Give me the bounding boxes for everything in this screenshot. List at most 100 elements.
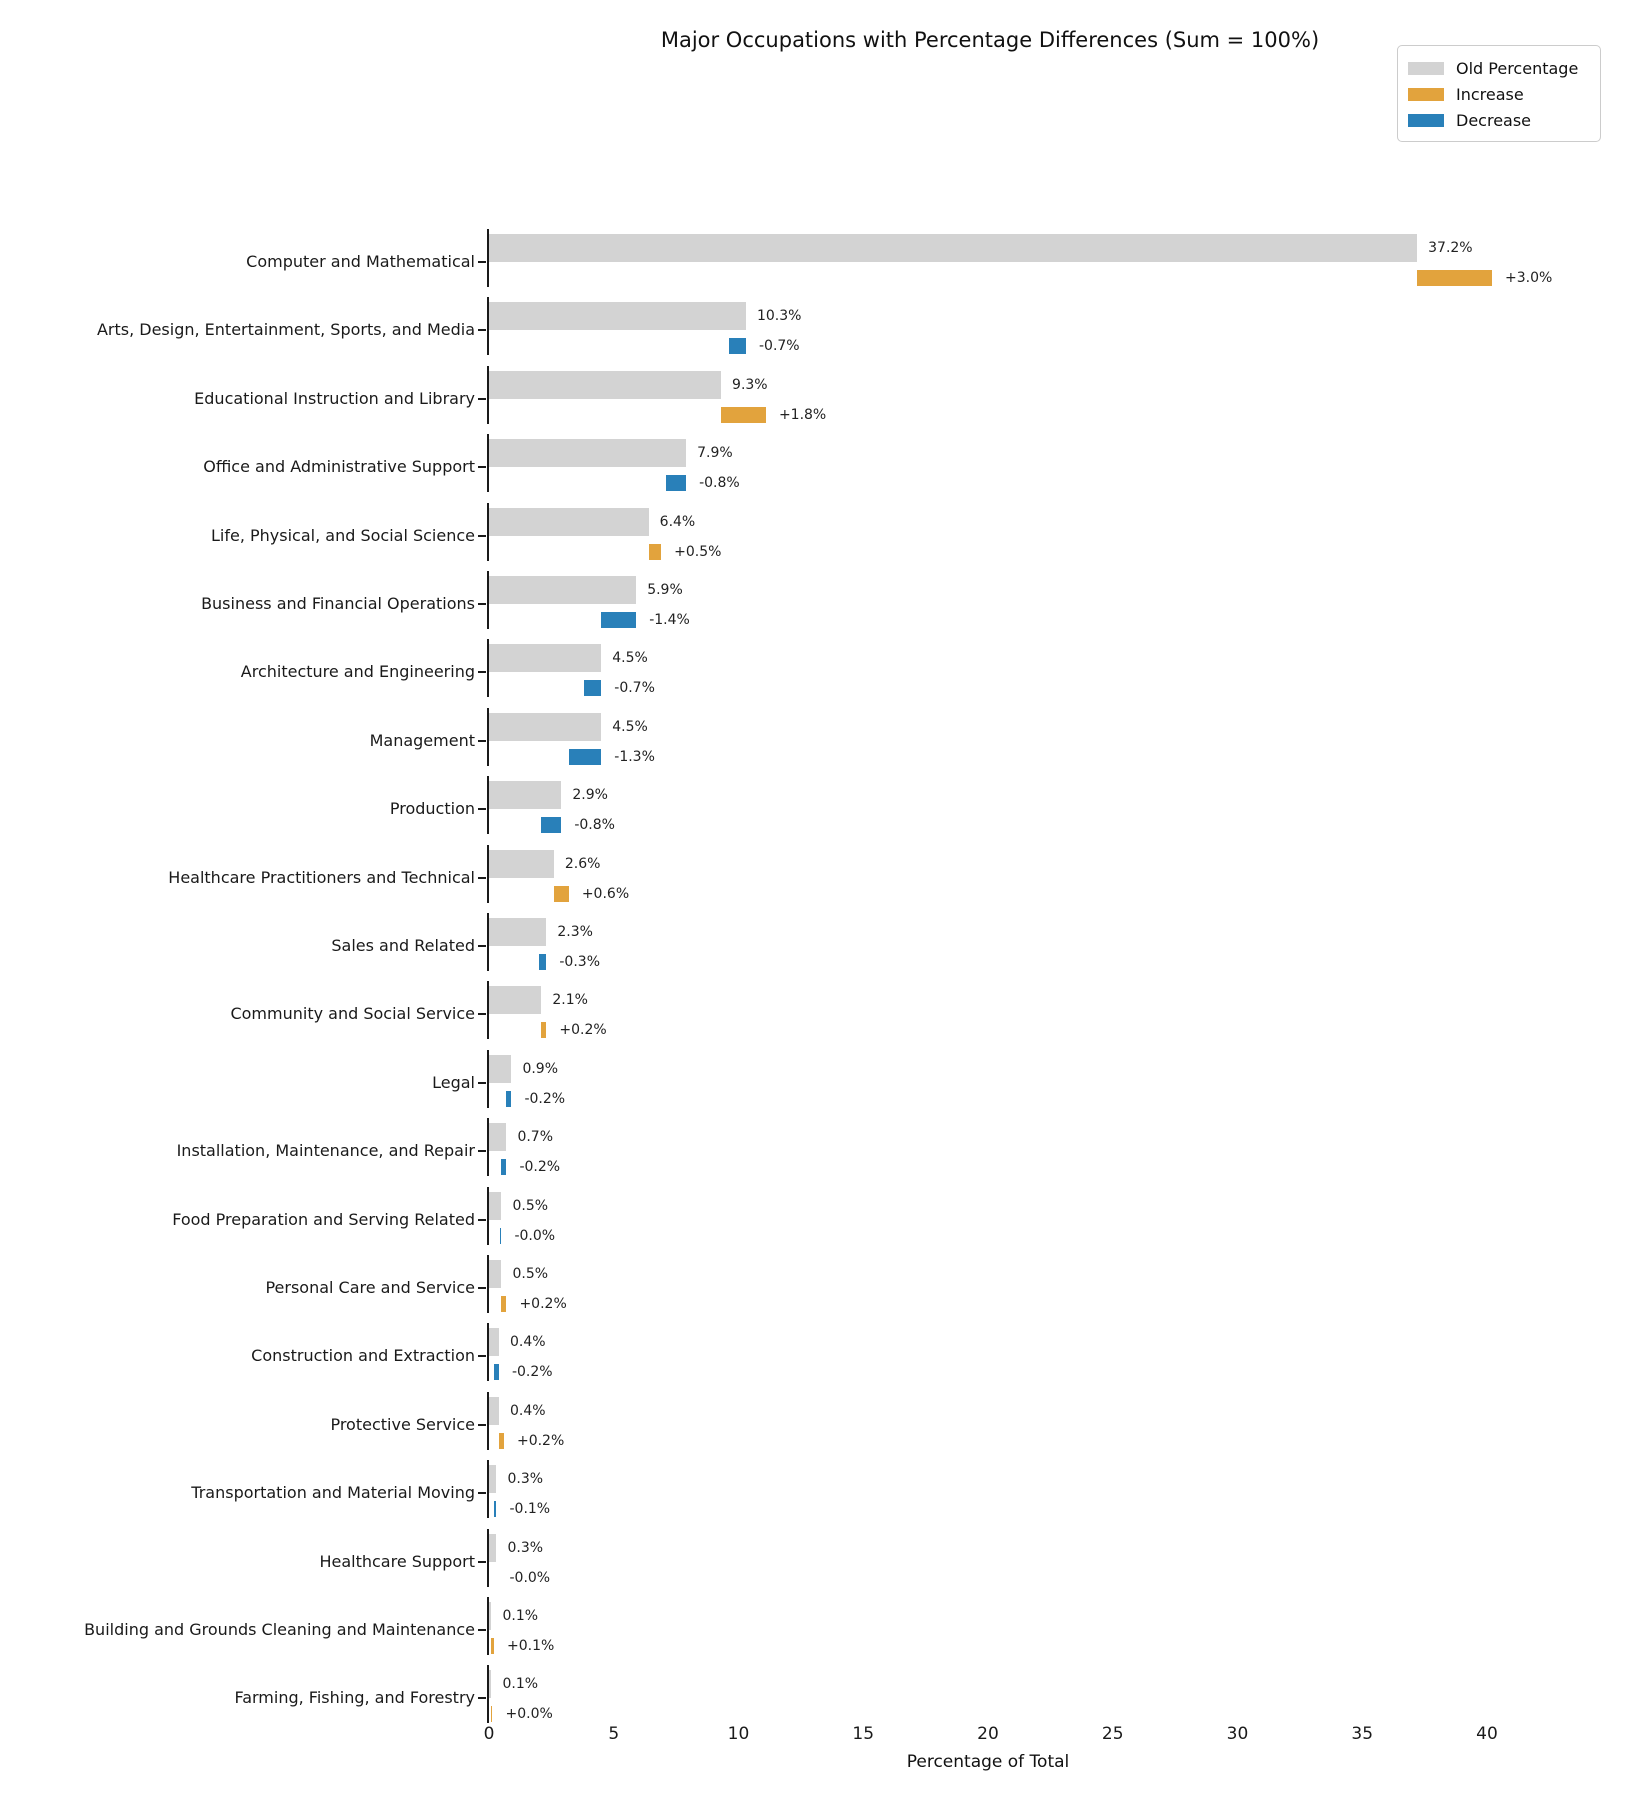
- old-value-label: 10.3%: [756, 308, 802, 325]
- old-percentage-bar: [489, 302, 746, 331]
- old-percentage-bar: [489, 1670, 492, 1699]
- y-tick: [478, 1697, 486, 1700]
- category-axis-line: [487, 1460, 489, 1519]
- old-percentage-bar: [489, 1396, 499, 1425]
- chart-title: Major Occupations with Percentage Differ…: [660, 28, 1320, 52]
- category-label: Life, Physical, and Social Science: [211, 525, 475, 545]
- category-label: Architecture and Engineering: [240, 662, 475, 682]
- legend-swatch: [1408, 87, 1444, 101]
- category-axis-line: [487, 229, 489, 287]
- old-percentage-bar: [489, 234, 1418, 262]
- x-axis-label: Percentage of Total: [906, 1752, 1070, 1772]
- category-axis-line: [487, 1323, 489, 1382]
- old-value-label: 2.6%: [564, 855, 601, 872]
- category-axis-line: [487, 1186, 489, 1245]
- old-value-label: 5.9%: [647, 582, 683, 598]
- delta-value-label: -0.1%: [509, 1501, 551, 1518]
- category-axis-line: [487, 913, 489, 971]
- x-tick-label: 30: [1226, 1724, 1249, 1744]
- delta-value-label: +0.5%: [674, 543, 722, 560]
- old-percentage-bar: [489, 1533, 497, 1562]
- y-tick: [478, 1423, 486, 1426]
- delta-value-label: -0.7%: [614, 680, 655, 697]
- category-axis-line: [487, 707, 489, 766]
- category-axis-line: [487, 571, 489, 629]
- decrease-bar: [666, 475, 687, 492]
- x-tick-label: 5: [608, 1724, 620, 1744]
- legend-label: Old Percentage: [1456, 58, 1579, 78]
- y-tick: [478, 1013, 486, 1016]
- category-axis-line: [487, 1391, 489, 1450]
- old-value-label: 0.5%: [512, 1266, 549, 1282]
- delta-value-label: +0.2%: [559, 1022, 607, 1039]
- category-axis-line: [487, 639, 489, 698]
- legend-swatch: [1408, 61, 1444, 75]
- category-axis-line: [487, 1255, 489, 1313]
- delta-value-label: -0.2%: [524, 1090, 566, 1107]
- old-percentage-bar: [489, 1260, 502, 1288]
- y-tick: [478, 603, 486, 605]
- category-axis-line: [487, 1049, 489, 1108]
- category-label: Management: [369, 730, 475, 750]
- category-axis-line: [487, 365, 489, 424]
- old-value-label: 0.7%: [517, 1129, 554, 1146]
- old-percentage-bar: [489, 918, 547, 946]
- category-label: Transportation and Material Moving: [191, 1483, 475, 1503]
- legend-label: Decrease: [1456, 110, 1532, 130]
- old-percentage-bar: [489, 1328, 499, 1357]
- old-percentage-bar: [489, 1602, 492, 1630]
- decrease-bar: [568, 748, 602, 765]
- old-percentage-bar: [489, 1054, 512, 1083]
- old-value-label: 2.9%: [572, 787, 608, 804]
- category-label: Building and Grounds Cleaning and Mainte…: [84, 1620, 475, 1639]
- category-axis-line: [487, 1665, 489, 1724]
- old-value-label: 0.3%: [507, 1539, 544, 1556]
- y-tick: [478, 1081, 486, 1084]
- category-label: Installation, Maintenance, and Repair: [176, 1141, 475, 1161]
- old-value-label: 2.1%: [552, 992, 588, 1009]
- old-value-label: 0.3%: [507, 1471, 544, 1488]
- category-label: Office and Administrative Support: [203, 457, 475, 477]
- old-percentage-bar: [489, 576, 637, 604]
- y-tick: [478, 329, 486, 332]
- category-label: Farming, Fishing, and Forestry: [234, 1688, 475, 1708]
- legend-item: Decrease: [1408, 107, 1590, 133]
- increase-bar: [491, 1706, 493, 1723]
- delta-value-label: -0.3%: [559, 954, 600, 970]
- category-axis-line: [487, 434, 489, 493]
- category-label: Personal Care and Service: [265, 1278, 475, 1297]
- category-label: Sales and Related: [331, 936, 475, 955]
- category-label: Computer and Mathematical: [246, 252, 475, 271]
- old-value-label: 7.9%: [697, 445, 733, 462]
- old-percentage-bar: [489, 986, 542, 1015]
- old-percentage-bar: [489, 644, 602, 673]
- x-tick-label: 20: [977, 1724, 999, 1744]
- increase-bar: [491, 1638, 494, 1654]
- old-value-label: 2.3%: [557, 924, 593, 940]
- x-tick-label: 40: [1476, 1724, 1498, 1744]
- decrease-bar: [493, 1364, 499, 1381]
- increase-bar: [553, 885, 569, 902]
- y-tick: [478, 1287, 486, 1289]
- delta-value-label: +3.0%: [1504, 270, 1553, 286]
- y-tick: [478, 945, 486, 947]
- old-value-label: 37.2%: [1428, 240, 1473, 256]
- legend-label: Increase: [1456, 84, 1524, 104]
- y-tick: [478, 1492, 486, 1495]
- old-value-label: 4.5%: [612, 718, 648, 735]
- category-label: Legal: [432, 1072, 475, 1092]
- delta-value-label: +0.6%: [581, 885, 630, 902]
- delta-value-label: -1.4%: [649, 612, 690, 628]
- category-label: Educational Instruction and Library: [194, 388, 475, 408]
- delta-value-label: +0.2%: [519, 1296, 567, 1312]
- decrease-bar: [728, 338, 746, 355]
- y-tick: [478, 1560, 486, 1563]
- y-tick: [478, 739, 486, 742]
- delta-value-label: -0.8%: [699, 475, 740, 492]
- delta-value-label: +0.1%: [506, 1638, 555, 1654]
- increase-bar: [721, 406, 766, 423]
- category-axis-line: [487, 1118, 489, 1177]
- legend-item: Old Percentage: [1408, 55, 1590, 81]
- category-axis-line: [487, 1528, 489, 1587]
- old-percentage-bar: [489, 781, 562, 810]
